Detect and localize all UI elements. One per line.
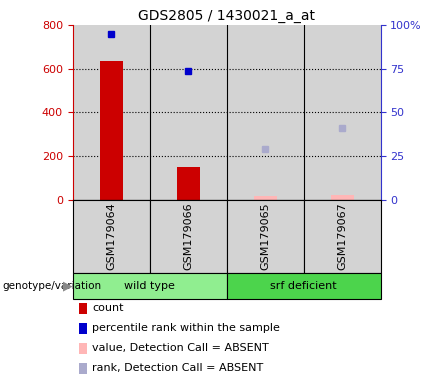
- Bar: [176, 167, 200, 200]
- Bar: [150, 25, 227, 200]
- Bar: [227, 25, 304, 200]
- Bar: [304, 25, 381, 200]
- Text: ▶: ▶: [62, 279, 72, 292]
- Text: percentile rank within the sample: percentile rank within the sample: [92, 323, 280, 333]
- Bar: [253, 196, 277, 200]
- Text: wild type: wild type: [124, 281, 175, 291]
- Text: GSM179066: GSM179066: [183, 202, 193, 270]
- Text: value, Detection Call = ABSENT: value, Detection Call = ABSENT: [92, 343, 269, 353]
- Text: genotype/variation: genotype/variation: [2, 281, 101, 291]
- Text: count: count: [92, 303, 124, 313]
- Bar: [73, 25, 150, 200]
- Bar: [330, 195, 354, 200]
- Text: rank, Detection Call = ABSENT: rank, Detection Call = ABSENT: [92, 363, 264, 373]
- Text: GSM179064: GSM179064: [106, 202, 116, 270]
- Text: GSM179067: GSM179067: [337, 202, 347, 270]
- Bar: [99, 61, 123, 200]
- Text: GSM179065: GSM179065: [260, 202, 270, 270]
- Text: srf deficient: srf deficient: [270, 281, 337, 291]
- Title: GDS2805 / 1430021_a_at: GDS2805 / 1430021_a_at: [138, 8, 315, 23]
